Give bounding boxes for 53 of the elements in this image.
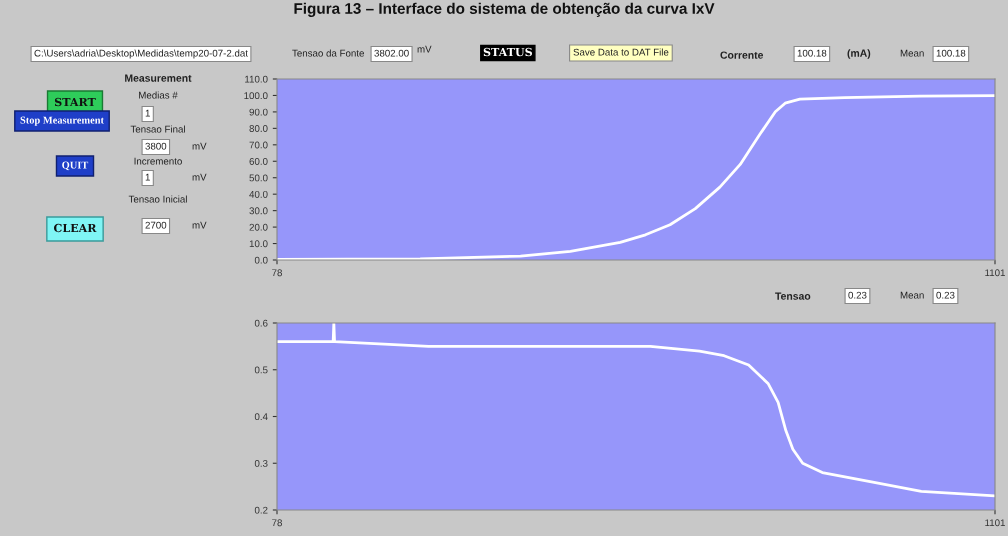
text: C:\Users\adria\Desktop\Medidas\temp20-07-2.dat xyxy=(34,49,248,59)
text: mV xyxy=(192,173,207,181)
x-tick-label: 78 xyxy=(272,269,282,277)
text: CLEAR xyxy=(53,223,97,233)
text: 100.18 xyxy=(797,49,827,57)
text: mV xyxy=(192,142,207,150)
y-tick-label: 50.0 xyxy=(249,174,268,182)
text: 1 xyxy=(145,173,150,181)
y-tick-label: 0.4 xyxy=(254,413,268,421)
text: Incremento xyxy=(134,157,182,165)
y-tick-label: 60.0 xyxy=(249,158,268,165)
text: Tensao Inicial xyxy=(128,195,187,203)
text: 0.23 xyxy=(848,291,867,299)
text: Corrente xyxy=(720,51,764,59)
text: Stop Measurement xyxy=(20,116,104,126)
text: Measurement xyxy=(125,74,192,82)
text: STATUS xyxy=(483,47,533,57)
text: START xyxy=(54,97,96,107)
text: 100.18 xyxy=(936,49,966,57)
y-tick-label: 0.6 xyxy=(254,319,268,327)
y-tick-label: 20.0 xyxy=(249,223,268,231)
text: 2700 xyxy=(145,221,167,229)
y-tick-label: 100.0 xyxy=(244,92,268,100)
text: Tensao Final xyxy=(130,125,185,133)
y-tick-label: 0.0 xyxy=(254,256,268,264)
y-tick-label: 90.0 xyxy=(249,108,268,116)
y-tick-label: 0.2 xyxy=(254,506,268,514)
y-tick-label: 70.0 xyxy=(249,141,268,149)
text: Medias # xyxy=(139,91,178,99)
text: Tensao da Fonte xyxy=(292,49,364,57)
y-tick-label: 30.0 xyxy=(249,207,268,215)
y-tick-label: 10.0 xyxy=(249,240,268,248)
text: 1 xyxy=(145,109,150,117)
y-tick-label: 40.0 xyxy=(249,190,268,198)
text: 3800 xyxy=(145,142,167,150)
x-tick-label: 78 xyxy=(272,519,282,527)
text: Mean xyxy=(900,49,924,57)
text: Mean xyxy=(900,291,924,299)
text: 0.23 xyxy=(936,291,955,299)
x-tick-label: 1101 xyxy=(985,519,1005,527)
text: Tensao xyxy=(775,292,811,300)
text: mV xyxy=(417,45,432,53)
text: Save Data to DAT File xyxy=(573,48,669,56)
text: (mA) xyxy=(847,49,871,59)
y-tick-label: 0.3 xyxy=(254,459,268,467)
y-tick-label: 110.0 xyxy=(245,75,268,83)
text: mV xyxy=(192,221,207,229)
text: Figura 13 – Interface do sistema de obtenção da curva IxV xyxy=(294,2,715,17)
text: 3802.00 xyxy=(374,49,409,57)
text: QUIT xyxy=(62,161,89,171)
y-tick-label: 0.5 xyxy=(254,366,268,374)
x-tick-label: 1101 xyxy=(985,269,1005,277)
y-tick-label: 80.0 xyxy=(249,125,268,132)
